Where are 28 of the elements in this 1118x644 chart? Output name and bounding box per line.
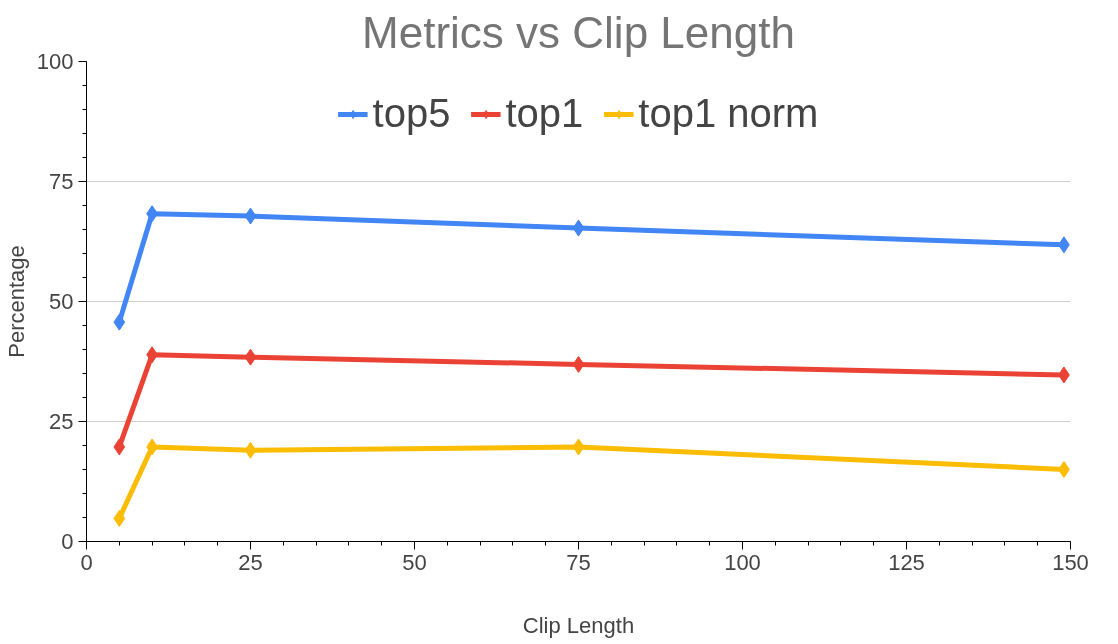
point <box>244 348 257 366</box>
x-tick-label: 50 <box>402 549 427 575</box>
chart-title: Metrics vs Clip Length <box>362 7 795 57</box>
point <box>572 219 585 237</box>
y-tick-label: 75 <box>49 169 74 194</box>
point <box>113 313 126 331</box>
point <box>572 355 585 373</box>
legend-label: top5 <box>372 91 451 136</box>
y-tick-label: 0 <box>61 529 74 554</box>
point <box>1058 461 1070 478</box>
point <box>113 509 126 527</box>
legend-label: top1 <box>505 91 584 136</box>
legend-label: top1 norm <box>638 91 819 136</box>
y-tick-label: 100 <box>36 49 74 74</box>
point <box>244 441 257 459</box>
x-tick-label: 125 <box>888 549 925 575</box>
point <box>572 438 585 456</box>
point <box>113 438 126 456</box>
x-tick-label: 75 <box>566 549 591 575</box>
y-axis-title: Percentage <box>3 245 29 358</box>
x-tick-label: 25 <box>238 549 263 575</box>
x-tick-label: 100 <box>724 549 761 575</box>
x-axis-title: Clip Length <box>522 612 635 638</box>
y-tick-label: 50 <box>49 289 74 314</box>
x-tick-label: 0 <box>80 549 93 575</box>
y-tick-label: 25 <box>49 409 74 434</box>
x-tick-label: 150 <box>1052 549 1089 575</box>
point <box>244 207 257 225</box>
